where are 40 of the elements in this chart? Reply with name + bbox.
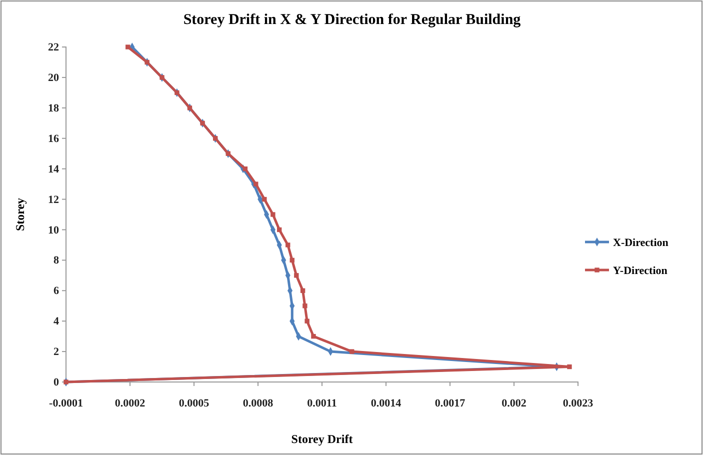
point	[567, 364, 572, 370]
y-axis-title: Storey	[13, 198, 27, 232]
point	[300, 288, 306, 293]
point	[262, 196, 267, 202]
y-tick-label: 18	[48, 102, 60, 114]
x-tick-label: 0.0002	[114, 398, 146, 410]
point	[270, 212, 276, 217]
y-tick-label: 14	[48, 163, 60, 176]
point	[350, 349, 354, 354]
x-tick-label: 0.0014	[370, 398, 402, 410]
point	[304, 318, 310, 324]
x-tick-label: 0.0005	[178, 398, 210, 410]
chart-title: Storey Drift in X & Y Direction for Regular Building	[183, 12, 522, 28]
x-tick-label: 0.0017	[434, 398, 466, 410]
point	[311, 334, 316, 339]
x-tick-label: -0.0001	[49, 398, 83, 410]
x-axis-title: Storey Drift	[291, 432, 353, 446]
x-tick-label: 0.0011	[307, 398, 337, 410]
y-tick-label: 22	[48, 42, 60, 54]
legend-label: X-Direction	[613, 237, 668, 249]
point	[286, 242, 290, 248]
y-tick-label: 2	[54, 346, 60, 358]
y-tick-label: 20	[48, 72, 60, 84]
legend-label: Y-Direction	[613, 265, 668, 277]
y-tick-label: 0	[54, 376, 60, 389]
x-tick-label: 0.0023	[562, 398, 594, 410]
point	[276, 227, 282, 232]
point	[294, 273, 299, 278]
x-tick-label: 0.002	[502, 398, 527, 410]
point	[302, 304, 308, 308]
y-tick-label: 6	[54, 285, 60, 298]
x-tick-label: 0.0008	[242, 398, 274, 410]
y-tick-label: 16	[48, 132, 60, 145]
y-tick-label: 12	[48, 194, 60, 206]
point	[126, 44, 130, 50]
point	[290, 258, 294, 263]
y-tick-label: 4	[54, 316, 60, 328]
y-tick-label: 10	[48, 224, 60, 236]
point	[254, 182, 258, 186]
y-tick-label: 8	[54, 254, 60, 267]
